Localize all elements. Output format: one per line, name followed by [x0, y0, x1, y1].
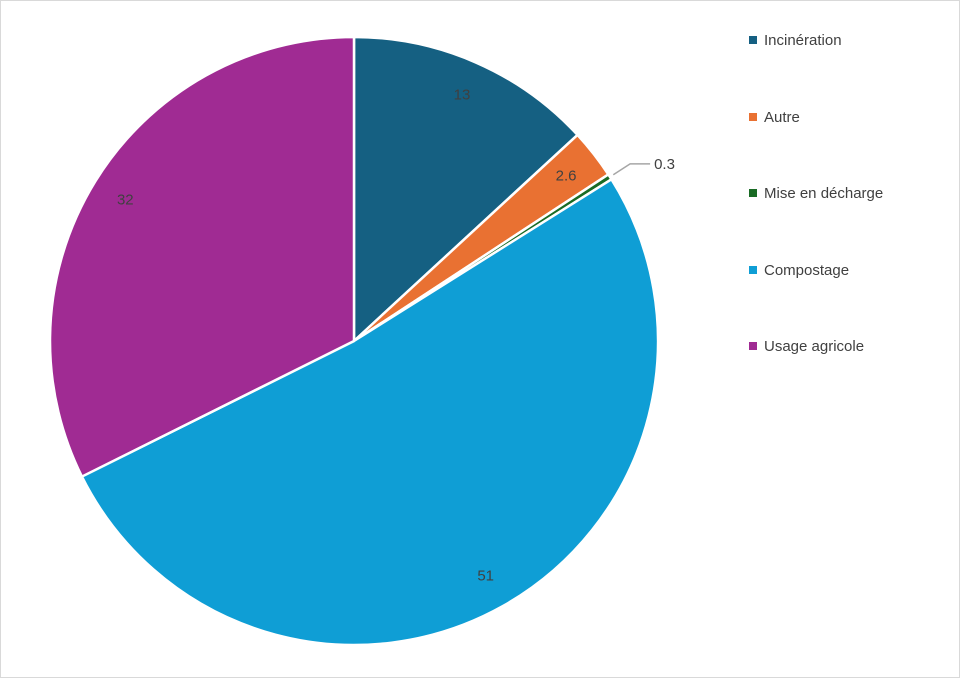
data-label-4: 32	[117, 191, 134, 208]
data-label-0: 13	[454, 87, 471, 104]
leader-lines	[612, 163, 651, 176]
legend-item-autre: Autre	[749, 106, 800, 128]
legend-label: Incinération	[764, 31, 842, 49]
legend-item-incineration: Incinération	[749, 29, 842, 51]
data-labels: 13 2.6 0.3 51 32	[117, 87, 675, 585]
leader-line-2	[612, 163, 651, 176]
legend-label: Mise en décharge	[764, 184, 884, 202]
legend-label: Compostage	[764, 261, 850, 279]
legend-swatch	[749, 342, 757, 350]
legend-item-mise-en-decharge: Mise en décharge	[749, 182, 883, 204]
data-label-2: 0.3	[654, 156, 675, 173]
legend-swatch	[749, 36, 757, 44]
data-label-1: 2.6	[556, 168, 577, 185]
legend-swatch	[749, 113, 757, 121]
pie-slice-4	[48, 35, 356, 478]
legend-swatch	[749, 189, 757, 197]
legend-item-usage-agricole: Usage agricole	[749, 335, 864, 357]
legend-swatch	[749, 266, 757, 274]
legend-label: Autre	[764, 108, 800, 126]
legend-label: Usage agricole	[764, 337, 865, 355]
pie-slice-0	[352, 35, 579, 343]
legend-item-compostage: Compostage	[749, 259, 849, 281]
pie-slice-3	[80, 178, 660, 647]
data-label-3: 51	[477, 568, 494, 585]
pie-slices	[48, 35, 660, 647]
